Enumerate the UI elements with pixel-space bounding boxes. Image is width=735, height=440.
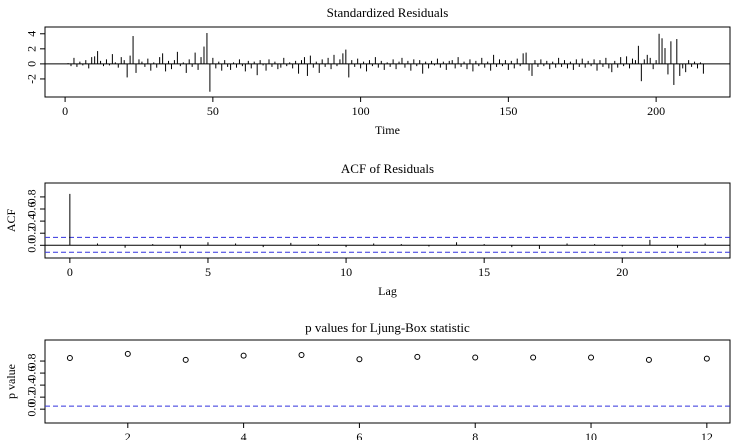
point xyxy=(703,355,710,362)
point xyxy=(124,350,131,357)
y-tick-label: 0 xyxy=(25,61,39,67)
point xyxy=(645,356,652,363)
panel: ACF of Residuals 0 5 10 15 20 0.00.20.40.60.8 L… xyxy=(4,161,731,298)
panel-title: p values for Ljung-Box statistic xyxy=(305,320,470,335)
x-tick-label: 4 xyxy=(241,430,247,440)
x-tick-label: 10 xyxy=(585,430,597,440)
x-tick-label: 15 xyxy=(478,265,490,279)
x-axis-label: Lag xyxy=(378,284,397,298)
y-tick-label: 0.8 xyxy=(25,189,39,204)
plot-frame xyxy=(44,339,731,424)
x-tick-label: 20 xyxy=(616,265,628,279)
x-tick-label: 12 xyxy=(701,430,713,440)
y-tick-label: 0.4 xyxy=(25,378,39,393)
y-tick-label: 0.4 xyxy=(25,214,39,229)
panel-title: ACF of Residuals xyxy=(341,161,434,176)
x-tick-label: 100 xyxy=(352,104,370,118)
point xyxy=(472,354,479,361)
x-tick-label: 8 xyxy=(472,430,478,440)
y-tick-label: 0.6 xyxy=(25,202,39,217)
x-tick-label: 0 xyxy=(62,104,68,118)
y-tick-label: 4 xyxy=(25,31,39,37)
plot-frame xyxy=(44,182,731,259)
y-tick-label: 0.2 xyxy=(25,226,39,241)
x-tick-label: 200 xyxy=(647,104,665,118)
y-tick-label: 0.0 xyxy=(25,402,39,417)
y-axis-label: p value xyxy=(4,364,18,399)
x-tick-label: 10 xyxy=(340,265,352,279)
x-tick-label: 5 xyxy=(205,265,211,279)
point xyxy=(356,356,363,363)
point xyxy=(414,353,421,360)
plot-frame xyxy=(44,26,731,98)
x-tick-label: 2 xyxy=(125,430,131,440)
x-tick-label: 0 xyxy=(67,265,73,279)
point xyxy=(298,352,305,359)
x-tick-label: 6 xyxy=(356,430,362,440)
point xyxy=(588,354,595,361)
y-tick-label: 0.8 xyxy=(25,354,39,369)
panel-title: Standardized Residuals xyxy=(327,5,449,20)
x-tick-label: 150 xyxy=(499,104,517,118)
point xyxy=(182,356,189,363)
y-tick-label: 0.6 xyxy=(25,366,39,381)
y-tick-label: 0.2 xyxy=(25,390,39,405)
y-tick-label: 0.0 xyxy=(25,238,39,253)
panel: p values for Ljung-Box statistic 2 4 6 8 10 12… xyxy=(4,320,731,440)
y-tick-label: 2 xyxy=(25,46,39,52)
y-tick-label: -2 xyxy=(25,74,39,84)
point xyxy=(240,352,247,359)
x-tick-label: 50 xyxy=(207,104,219,118)
y-axis-label: ACF xyxy=(4,209,18,233)
point xyxy=(530,354,537,361)
x-axis-label: Time xyxy=(375,123,400,137)
panel: Standardized Residuals 0 50 100 150 200 -2 0 2 4 T… xyxy=(25,5,731,137)
point xyxy=(66,355,73,362)
